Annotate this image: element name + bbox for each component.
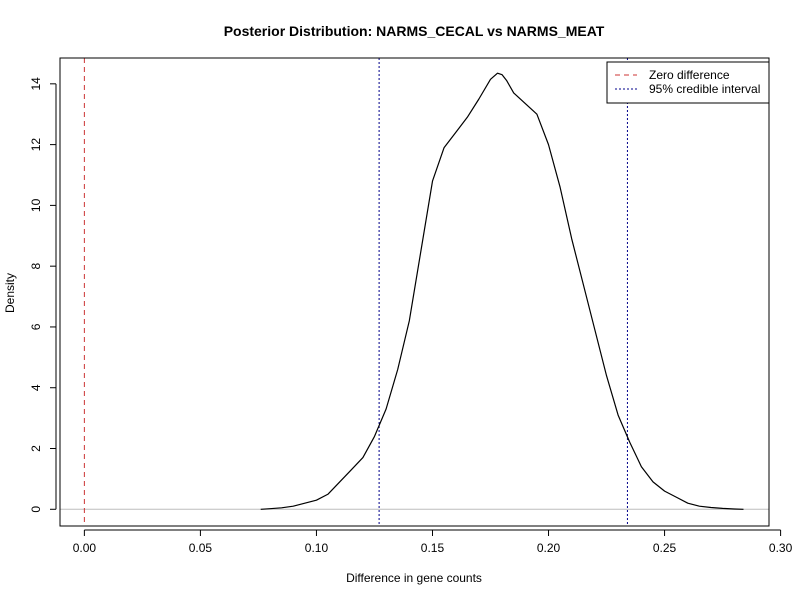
legend-label-credible-interval: 95% credible interval (649, 82, 760, 96)
x-tick-label: 0.30 (769, 541, 793, 555)
plot-frame (59, 57, 770, 527)
y-tick-label: 12 (29, 138, 43, 152)
legend-label-zero-difference: Zero difference (649, 68, 730, 82)
y-tick-label: 0 (29, 506, 43, 513)
y-tick-label: 14 (29, 77, 43, 91)
y-tick-label: 10 (29, 198, 43, 212)
x-tick-label: 0.05 (189, 541, 213, 555)
x-tick-label: 0.10 (305, 541, 329, 555)
y-tick-label: 6 (29, 323, 43, 330)
y-tick-label: 8 (29, 263, 43, 270)
x-axis: 0.00 0.05 0.10 0.15 0.20 0.25 0.30 (73, 529, 793, 555)
y-tick-label: 4 (29, 384, 43, 391)
density-curve (260, 72, 744, 510)
legend-box (606, 61, 770, 104)
series-layer (260, 72, 744, 510)
x-tick-label: 0.25 (653, 541, 677, 555)
reference-lines (83, 58, 628, 526)
x-axis-title: Difference in gene counts (346, 571, 482, 585)
chart-title: Posterior Distribution: NARMS_CECAL vs N… (224, 23, 605, 39)
legend: Zero difference 95% credible interval (606, 61, 770, 104)
y-axis: 0 2 4 6 8 10 12 14 (29, 77, 57, 513)
x-tick-label: 0.15 (421, 541, 445, 555)
x-tick-label: 0.20 (537, 541, 561, 555)
x-tick-label: 0.00 (73, 541, 97, 555)
y-axis-title: Density (3, 273, 17, 313)
y-tick-label: 2 (29, 445, 43, 452)
